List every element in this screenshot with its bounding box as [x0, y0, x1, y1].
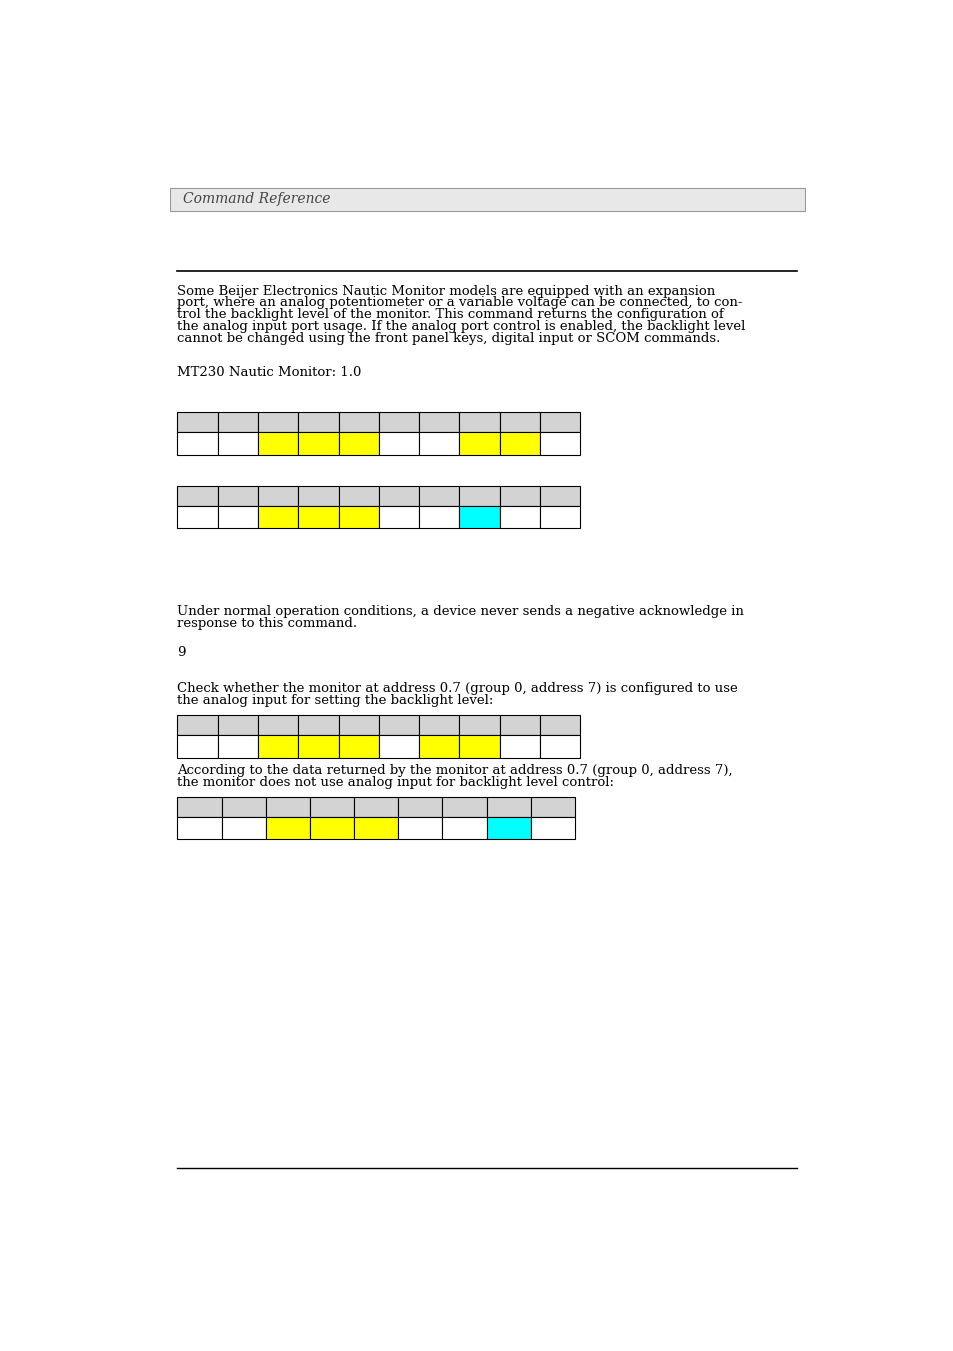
- Text: MT230 Nautic Monitor: 1.0: MT230 Nautic Monitor: 1.0: [177, 366, 361, 378]
- Bar: [499, 485, 539, 505]
- Bar: [217, 735, 257, 758]
- Bar: [418, 505, 459, 528]
- Bar: [257, 735, 298, 758]
- Text: Under normal operation conditions, a device never sends a negative acknowledge i: Under normal operation conditions, a dev…: [177, 605, 743, 617]
- Bar: [486, 817, 530, 839]
- Bar: [539, 485, 579, 505]
- Bar: [338, 505, 378, 528]
- Bar: [459, 716, 499, 735]
- Bar: [539, 432, 579, 455]
- Text: response to this command.: response to this command.: [177, 617, 357, 630]
- Bar: [298, 485, 338, 505]
- Bar: [170, 188, 804, 211]
- Bar: [338, 735, 378, 758]
- Bar: [338, 716, 378, 735]
- Bar: [298, 505, 338, 528]
- Text: the analog input port usage. If the analog port control is enabled, the backligh: the analog input port usage. If the anal…: [177, 320, 745, 334]
- Bar: [177, 412, 217, 432]
- Bar: [177, 505, 217, 528]
- Bar: [177, 716, 217, 735]
- Bar: [418, 412, 459, 432]
- Bar: [298, 432, 338, 455]
- Bar: [177, 735, 217, 758]
- Text: port, where an analog potentiometer or a variable voltage can be connected, to c: port, where an analog potentiometer or a…: [177, 296, 742, 309]
- Bar: [499, 716, 539, 735]
- Bar: [442, 797, 486, 817]
- Bar: [397, 797, 442, 817]
- Bar: [378, 412, 418, 432]
- Bar: [257, 485, 298, 505]
- Bar: [418, 735, 459, 758]
- Bar: [298, 735, 338, 758]
- Bar: [378, 716, 418, 735]
- Bar: [217, 412, 257, 432]
- Bar: [298, 412, 338, 432]
- Bar: [338, 485, 378, 505]
- Text: the monitor does not use analog input for backlight level control:: the monitor does not use analog input fo…: [177, 775, 614, 789]
- Bar: [354, 797, 397, 817]
- Bar: [217, 485, 257, 505]
- Text: According to the data returned by the monitor at address 0.7 (group 0, address 7: According to the data returned by the mo…: [177, 763, 732, 777]
- Bar: [177, 485, 217, 505]
- Bar: [418, 485, 459, 505]
- Bar: [217, 505, 257, 528]
- Bar: [338, 432, 378, 455]
- Bar: [397, 817, 442, 839]
- Bar: [354, 817, 397, 839]
- Bar: [530, 797, 575, 817]
- Bar: [499, 505, 539, 528]
- Bar: [221, 797, 266, 817]
- Bar: [459, 485, 499, 505]
- Bar: [418, 432, 459, 455]
- Bar: [257, 432, 298, 455]
- Bar: [257, 505, 298, 528]
- Bar: [338, 412, 378, 432]
- Bar: [378, 485, 418, 505]
- Bar: [217, 716, 257, 735]
- Bar: [378, 735, 418, 758]
- Bar: [499, 432, 539, 455]
- Bar: [217, 432, 257, 455]
- Text: Command Reference: Command Reference: [183, 192, 330, 207]
- Bar: [310, 797, 354, 817]
- Text: cannot be changed using the front panel keys, digital input or SCOM commands.: cannot be changed using the front panel …: [177, 332, 720, 346]
- Bar: [486, 797, 530, 817]
- Bar: [378, 432, 418, 455]
- Text: 9: 9: [177, 646, 186, 659]
- Text: the analog input for setting the backlight level:: the analog input for setting the backlig…: [177, 694, 494, 707]
- Bar: [539, 505, 579, 528]
- Text: Some Beijer Electronics Nautic Monitor models are equipped with an expansion: Some Beijer Electronics Nautic Monitor m…: [177, 285, 715, 297]
- Bar: [442, 817, 486, 839]
- Bar: [257, 716, 298, 735]
- Bar: [459, 432, 499, 455]
- Bar: [177, 432, 217, 455]
- Text: Check whether the monitor at address 0.7 (group 0, address 7) is configured to u: Check whether the monitor at address 0.7…: [177, 682, 738, 696]
- Bar: [177, 797, 221, 817]
- Bar: [499, 412, 539, 432]
- Bar: [266, 797, 310, 817]
- Bar: [539, 412, 579, 432]
- Text: trol the backlight level of the monitor. This command returns the configuration : trol the backlight level of the monitor.…: [177, 308, 723, 322]
- Bar: [418, 716, 459, 735]
- Bar: [459, 412, 499, 432]
- Bar: [177, 817, 221, 839]
- Bar: [378, 505, 418, 528]
- Bar: [499, 735, 539, 758]
- Bar: [459, 735, 499, 758]
- Bar: [310, 817, 354, 839]
- Bar: [221, 817, 266, 839]
- Bar: [257, 412, 298, 432]
- Bar: [266, 817, 310, 839]
- Bar: [459, 505, 499, 528]
- Bar: [539, 735, 579, 758]
- Bar: [539, 716, 579, 735]
- Bar: [530, 817, 575, 839]
- Bar: [298, 716, 338, 735]
